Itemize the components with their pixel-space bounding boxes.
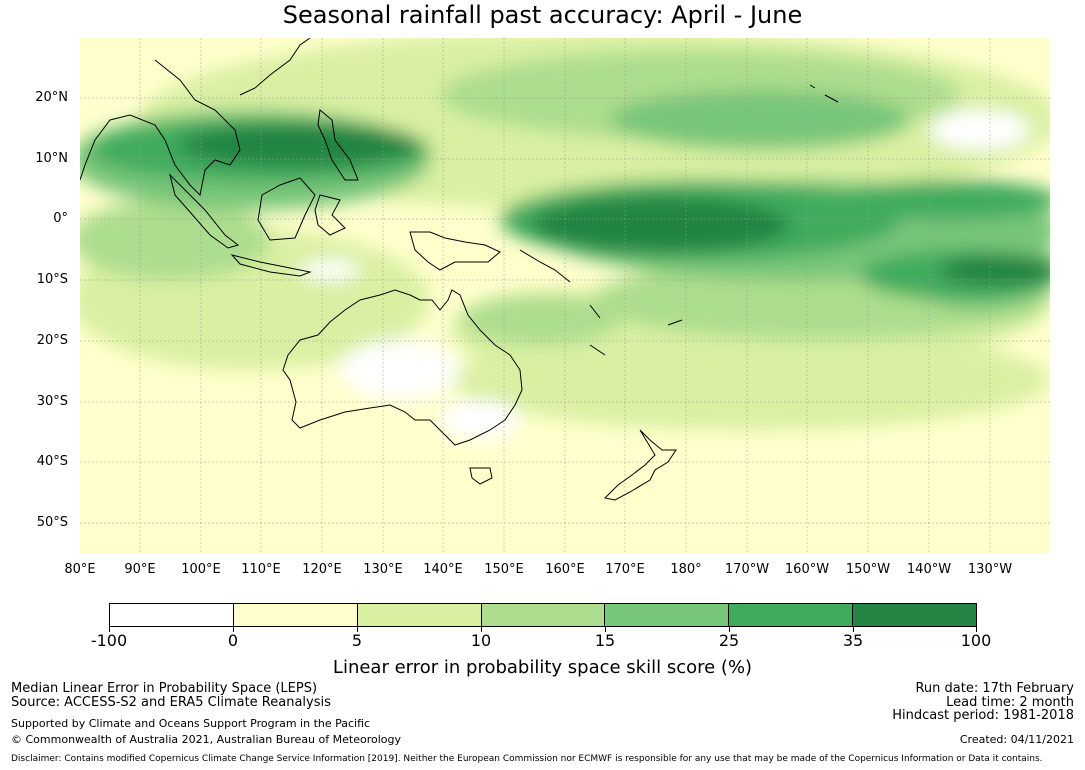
colorbar-swatch [605,604,730,626]
fiji-islands [667,319,683,326]
lat-label: 30°S [36,394,68,409]
map-title: Seasonal rainfall past accuracy: April -… [282,1,803,29]
sumatra-coast [169,173,240,249]
lon-label: 160°W [784,562,830,577]
lon-label: 100°E [181,562,221,577]
footer-hindcast-period: Hindcast period: 1981-2018 [892,708,1074,723]
new-zealand-coast [603,429,677,501]
new-caledonia-coast [589,344,606,356]
hawaii-islands [809,84,839,103]
java-coast [230,254,312,277]
graticule [80,38,1050,553]
colorbar-tick-label: 100 [960,631,992,650]
lon-label: 150°E [484,562,524,577]
colorbar-tick-label: -100 [90,631,128,650]
sulawesi-coast [314,194,346,236]
lon-label: 170°E [605,562,645,577]
colorbar-swatch [729,604,854,626]
colorbar-swatch [853,604,977,626]
footer-lead-time: Lead time: 2 month [946,695,1074,710]
colorbar-tick [729,627,730,632]
footer-disclaimer: Disclaimer: Contains modified Copernicus… [11,754,1043,764]
lon-label: 130°E [363,562,403,577]
colorbar [109,603,977,627]
colorbar-tick [233,627,234,632]
colorbar-tick [976,627,977,632]
lat-label: 50°S [36,515,68,530]
australia-coast [282,289,523,446]
colorbar-tick [109,627,110,632]
new-guinea-coast [409,231,501,271]
lon-label: 180° [670,562,702,577]
footer-created: Created: 04/11/2021 [959,733,1074,746]
lat-label: 40°S [36,454,68,469]
coastlines [80,38,839,501]
lon-label: 150°W [845,562,891,577]
footer-copyright: © Commonwealth of Australia 2021, Austra… [11,733,401,746]
colorbar-title: Linear error in probability space skill … [332,657,753,678]
lon-label: 90°E [124,562,156,577]
lat-label: 0° [53,211,68,226]
tasmania-coast [469,467,493,485]
lon-label: 110°E [241,562,281,577]
colorbar-tick [481,627,482,632]
borneo-coast [257,177,316,241]
colorbar-swatch [233,604,358,626]
lon-label: 120°E [302,562,342,577]
colorbar-tick-label: 15 [594,631,616,650]
lon-label: 80°E [64,562,96,577]
colorbar-swatch [110,604,234,626]
colorbar-tick [357,627,358,632]
footer-method: Median Linear Error in Probability Space… [11,681,318,696]
philippines-coast [317,109,359,181]
colorbar-tick-label: 10 [470,631,492,650]
lon-label: 160°E [545,562,585,577]
lat-label: 10°S [36,272,68,287]
colorbar-swatch [481,604,606,626]
solomon-islands [519,249,571,283]
vanuatu-islands [589,304,601,319]
lon-label: 170°W [724,562,770,577]
lon-label: 140°W [906,562,952,577]
skill-field [80,38,1050,440]
china-coast [239,38,311,96]
lon-label: 130°W [967,562,1013,577]
indochina-coast [80,59,241,197]
footer-support: Supported by Climate and Oceans Support … [11,717,371,730]
lat-label: 20°N [35,90,68,105]
colorbar-tick [605,627,606,632]
colorbar-tick [853,627,854,632]
skill-score-map [80,38,1050,553]
footer-source: Source: ACCESS-S2 and ERA5 Climate Reana… [11,695,331,710]
colorbar-tick-label: 35 [842,631,864,650]
colorbar-tick-label: 5 [351,631,363,650]
colorbar-tick-label: 25 [718,631,740,650]
colorbar-swatch [357,604,482,626]
lon-label: 140°E [423,562,463,577]
colorbar-tick-label: 0 [227,631,239,650]
lat-label: 20°S [36,333,68,348]
lat-label: 10°N [35,151,68,166]
footer-run-date: Run date: 17th February [915,681,1074,696]
